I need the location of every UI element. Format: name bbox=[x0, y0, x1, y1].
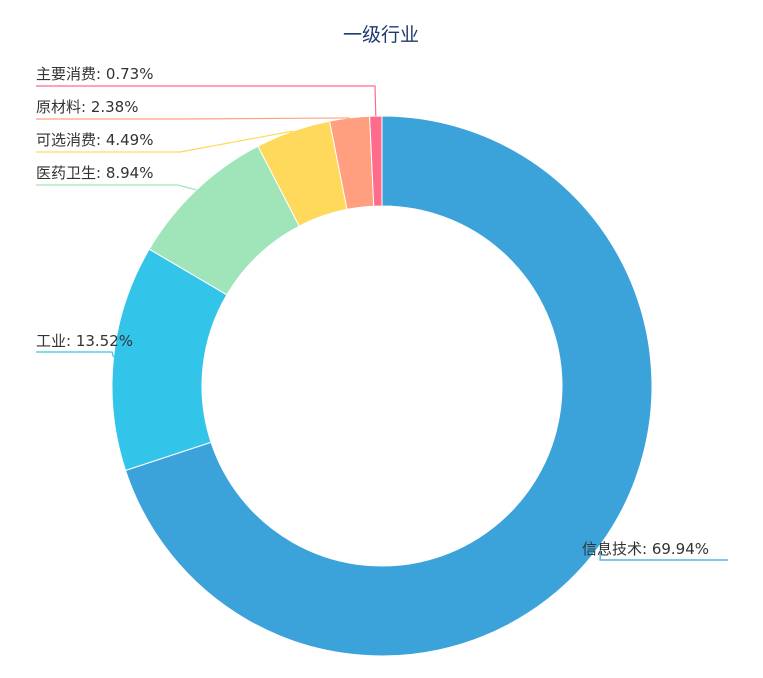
leader-line-1 bbox=[36, 351, 115, 358]
leader-line-3 bbox=[36, 130, 293, 153]
leader-line-4 bbox=[36, 117, 350, 120]
labels-group: 信息技术: 69.94% 工业: 13.52% 医药卫生: 8.94% 可选消费: 4… bbox=[36, 65, 728, 561]
donut-slice-0[interactable] bbox=[124, 115, 653, 657]
leader-line-5 bbox=[36, 85, 377, 117]
slices-group bbox=[111, 115, 653, 657]
donut-slice-5[interactable] bbox=[369, 115, 383, 207]
slice-label-4: 原材料: 2.38% bbox=[36, 98, 138, 116]
leader-line-0 bbox=[599, 544, 728, 561]
leader-line-2 bbox=[36, 184, 197, 191]
slice-label-1: 工业: 13.52% bbox=[36, 332, 133, 350]
slice-label-0: 信息技术: 69.94% bbox=[582, 540, 709, 558]
slice-label-2: 医药卫生: 8.94% bbox=[36, 164, 153, 182]
slice-label-5: 主要消费: 0.73% bbox=[36, 65, 153, 83]
slice-label-3: 可选消费: 4.49% bbox=[36, 131, 153, 149]
chart-title: 一级行业 bbox=[343, 24, 419, 46]
